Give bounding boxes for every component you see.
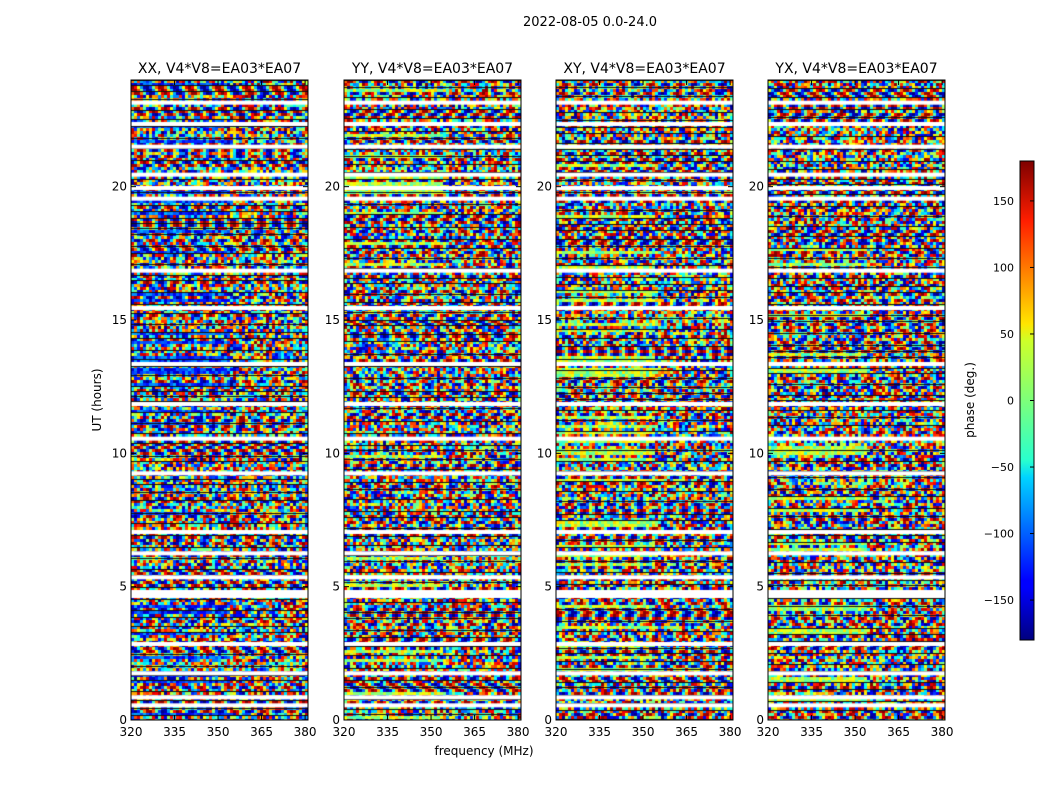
- colorbar-tick-label: −150: [984, 594, 1014, 607]
- y-tick-label: 15: [749, 313, 764, 327]
- y-tick-label: 10: [325, 446, 340, 460]
- x-tick-label: 350: [632, 725, 655, 739]
- panel-title: YY, V4*V8=EA03*EA07: [351, 61, 513, 77]
- colorbar-tick-label: −100: [984, 528, 1014, 541]
- y-tick-label: 20: [749, 180, 764, 194]
- x-tick-label: 335: [376, 725, 399, 739]
- colorbar: −150 −100 −50 0 50 100 150 phase (deg.): [963, 160, 1035, 641]
- y-tick-label: 15: [325, 313, 340, 327]
- x-axis-label: frequency (MHz): [434, 744, 533, 758]
- x-tick-label: 320: [757, 725, 780, 739]
- colorbar-tick-label: 150: [993, 195, 1014, 208]
- y-tick-label: 0: [756, 713, 764, 727]
- y-tick-label: 20: [112, 180, 127, 194]
- y-tick-label: 5: [332, 580, 340, 594]
- y-tick-label: 15: [537, 313, 552, 327]
- panel-frame: [130, 79, 309, 721]
- y-tick-label: 10: [749, 446, 764, 460]
- x-tick-label: 380: [719, 725, 742, 739]
- panel-frame: [767, 79, 946, 721]
- figure-suptitle: 2022-08-05 0.0-24.0: [523, 15, 657, 30]
- y-tick-label: 10: [112, 446, 127, 460]
- y-tick-label: 0: [119, 713, 127, 727]
- x-tick-label: 350: [420, 725, 443, 739]
- colorbar-tick-label: −50: [991, 461, 1014, 474]
- colorbar-tick-label: 50: [1000, 328, 1014, 341]
- panel-0: XX, V4*V8=EA03*EA07 320 335 350 365 380 0 5 10 15…: [112, 61, 317, 739]
- panel-3: YX, V4*V8=EA03*EA07 320 335 350 365 380 0 5 10 15…: [749, 61, 954, 739]
- colorbar-label: phase (deg.): [963, 362, 977, 438]
- x-tick-label: 380: [507, 725, 530, 739]
- panel-2: XY, V4*V8=EA03*EA07 320 335 350 365 380 0 5 10 15…: [537, 61, 742, 739]
- x-tick-label: 320: [120, 725, 143, 739]
- panel-title: YX, V4*V8=EA03*EA07: [774, 61, 937, 77]
- panel-frame: [555, 79, 734, 721]
- y-tick-label: 0: [332, 713, 340, 727]
- colorbar-tick-label: 100: [993, 261, 1014, 274]
- phase-heatmap: [768, 80, 945, 720]
- y-axis-label: UT (hours): [90, 368, 104, 431]
- y-tick-label: 5: [119, 580, 127, 594]
- phase-heatmap: [131, 80, 308, 720]
- x-tick-label: 365: [250, 725, 273, 739]
- panel-title: XX, V4*V8=EA03*EA07: [138, 61, 301, 77]
- phase-heatmap: [344, 80, 521, 720]
- y-tick-label: 10: [537, 446, 552, 460]
- x-tick-label: 335: [163, 725, 186, 739]
- y-tick-label: 5: [756, 580, 764, 594]
- colorbar-ticks: −150 −100 −50 0 50 100 150: [984, 195, 1034, 607]
- colorbar-tick-label: 0: [1007, 395, 1014, 408]
- phase-heatmap: [556, 80, 733, 720]
- y-tick-label: 5: [544, 580, 552, 594]
- panel-1: YY, V4*V8=EA03*EA07 320 335 350 365 380 0 5 10 15…: [325, 61, 530, 739]
- x-tick-label: 350: [207, 725, 230, 739]
- panel-frame: [343, 79, 522, 721]
- x-tick-label: 365: [675, 725, 698, 739]
- panel-title: XY, V4*V8=EA03*EA07: [563, 61, 725, 77]
- x-tick-label: 365: [463, 725, 486, 739]
- panels-group: XX, V4*V8=EA03*EA07 320 335 350 365 380 0 5 10 15…: [112, 61, 954, 739]
- x-tick-label: 320: [333, 725, 356, 739]
- y-tick-label: 20: [325, 180, 340, 194]
- x-tick-label: 380: [294, 725, 317, 739]
- x-tick-label: 335: [800, 725, 823, 739]
- x-tick-label: 320: [545, 725, 568, 739]
- y-tick-label: 0: [544, 713, 552, 727]
- y-tick-label: 15: [112, 313, 127, 327]
- x-tick-label: 365: [887, 725, 910, 739]
- x-tick-label: 350: [844, 725, 867, 739]
- x-tick-label: 335: [588, 725, 611, 739]
- x-tick-label: 380: [931, 725, 954, 739]
- y-tick-label: 20: [537, 180, 552, 194]
